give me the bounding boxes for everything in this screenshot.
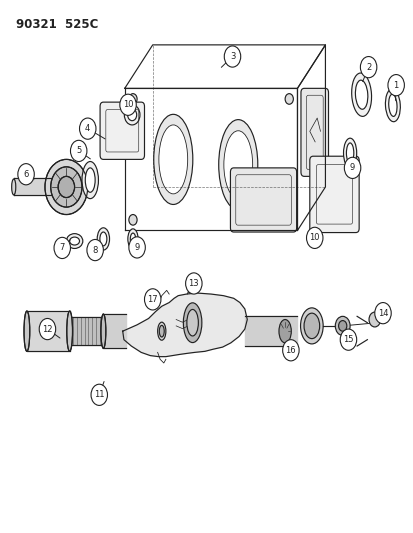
- Circle shape: [387, 75, 404, 96]
- Text: 9: 9: [134, 243, 139, 252]
- Ellipse shape: [343, 138, 356, 168]
- Ellipse shape: [278, 319, 291, 343]
- Ellipse shape: [303, 313, 319, 338]
- Ellipse shape: [97, 228, 109, 250]
- Ellipse shape: [354, 80, 367, 109]
- Text: 3: 3: [229, 52, 235, 61]
- Text: 4: 4: [85, 124, 90, 133]
- Circle shape: [374, 303, 390, 324]
- Circle shape: [282, 340, 298, 361]
- Ellipse shape: [223, 131, 252, 199]
- Ellipse shape: [218, 119, 257, 210]
- Ellipse shape: [85, 168, 95, 192]
- Text: 2: 2: [365, 63, 370, 71]
- Ellipse shape: [157, 322, 166, 340]
- Circle shape: [306, 227, 322, 248]
- Circle shape: [285, 94, 293, 104]
- Circle shape: [338, 320, 346, 331]
- Circle shape: [344, 157, 360, 179]
- Ellipse shape: [101, 314, 106, 348]
- Ellipse shape: [351, 73, 370, 116]
- Circle shape: [339, 329, 356, 350]
- Ellipse shape: [24, 311, 30, 351]
- Circle shape: [128, 215, 137, 225]
- Text: 90321  525C: 90321 525C: [16, 18, 98, 31]
- Circle shape: [45, 159, 88, 215]
- Circle shape: [91, 384, 107, 406]
- Ellipse shape: [66, 311, 72, 351]
- Ellipse shape: [159, 325, 164, 337]
- Ellipse shape: [100, 232, 107, 246]
- Circle shape: [87, 239, 103, 261]
- Polygon shape: [122, 293, 247, 357]
- Text: 12: 12: [42, 325, 52, 334]
- Ellipse shape: [127, 109, 136, 120]
- Circle shape: [119, 94, 136, 115]
- Circle shape: [51, 167, 82, 207]
- FancyBboxPatch shape: [230, 168, 296, 232]
- Circle shape: [144, 289, 161, 310]
- Text: 9: 9: [349, 164, 354, 172]
- FancyBboxPatch shape: [100, 102, 144, 159]
- Circle shape: [185, 273, 202, 294]
- FancyBboxPatch shape: [309, 156, 358, 232]
- Ellipse shape: [388, 94, 396, 116]
- Text: 6: 6: [23, 169, 28, 179]
- Circle shape: [39, 318, 55, 340]
- Text: 17: 17: [147, 295, 158, 304]
- Ellipse shape: [159, 125, 187, 194]
- Ellipse shape: [300, 308, 323, 344]
- Circle shape: [359, 56, 376, 78]
- Text: 13: 13: [188, 279, 199, 288]
- Text: 7: 7: [59, 244, 65, 253]
- Circle shape: [285, 215, 293, 225]
- Circle shape: [58, 176, 74, 198]
- Text: 10: 10: [309, 233, 319, 243]
- Ellipse shape: [12, 179, 16, 195]
- Circle shape: [79, 118, 96, 139]
- Circle shape: [224, 46, 240, 67]
- Ellipse shape: [153, 114, 192, 205]
- Circle shape: [70, 140, 87, 161]
- Ellipse shape: [130, 233, 135, 245]
- Circle shape: [54, 237, 70, 259]
- Text: 11: 11: [94, 390, 104, 399]
- Ellipse shape: [69, 237, 79, 245]
- Text: 14: 14: [377, 309, 387, 318]
- Ellipse shape: [346, 143, 353, 163]
- Circle shape: [335, 317, 349, 335]
- Ellipse shape: [66, 233, 83, 248]
- Ellipse shape: [82, 161, 98, 199]
- Circle shape: [368, 312, 380, 327]
- Text: 16: 16: [285, 346, 295, 355]
- Ellipse shape: [183, 303, 202, 343]
- Text: 15: 15: [342, 335, 353, 344]
- Circle shape: [128, 237, 145, 258]
- Circle shape: [18, 164, 34, 185]
- Ellipse shape: [186, 310, 198, 336]
- Text: 5: 5: [76, 147, 81, 156]
- Ellipse shape: [128, 229, 138, 249]
- Circle shape: [128, 94, 137, 104]
- Text: 10: 10: [123, 100, 133, 109]
- Text: 1: 1: [393, 80, 398, 90]
- FancyBboxPatch shape: [300, 88, 328, 176]
- Ellipse shape: [385, 89, 399, 122]
- Ellipse shape: [124, 105, 140, 125]
- Text: 8: 8: [92, 246, 97, 255]
